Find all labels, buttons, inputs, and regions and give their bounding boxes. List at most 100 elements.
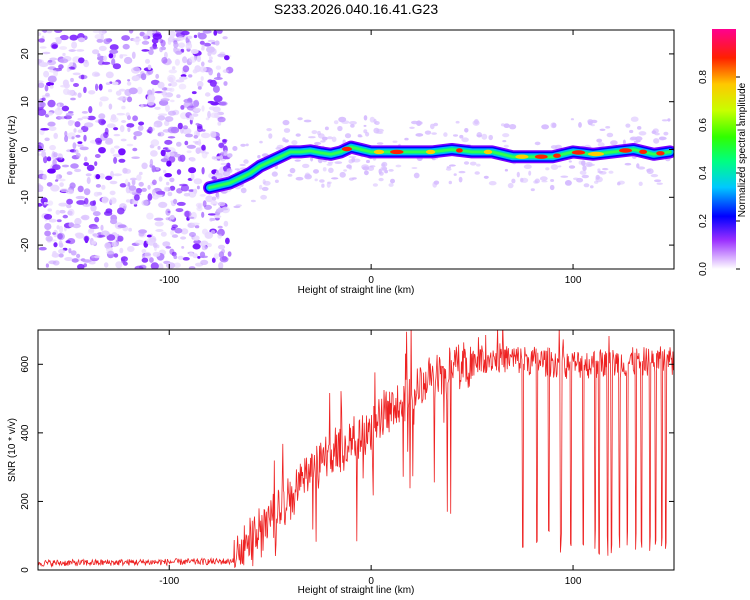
noise-blob <box>150 262 159 269</box>
noise-blob <box>105 137 113 144</box>
noise-blob <box>110 147 115 154</box>
noise-blob <box>55 209 60 215</box>
noise-blob <box>58 253 64 258</box>
noise-blob <box>73 149 79 154</box>
noise-blob <box>48 218 57 223</box>
noise-blob <box>165 246 172 249</box>
ridge-halo <box>564 180 572 186</box>
noise-blob <box>68 120 75 124</box>
noise-blob <box>161 57 168 64</box>
noise-blob <box>41 151 47 158</box>
noise-blob <box>180 228 189 235</box>
ridge-halo <box>274 179 279 183</box>
noise-blob <box>121 120 127 123</box>
noise-blob <box>110 170 114 178</box>
noise-blob <box>98 101 103 107</box>
noise-blob <box>99 96 109 102</box>
noise-blob <box>83 235 90 242</box>
noise-blob <box>217 53 227 58</box>
noise-blob <box>157 145 161 150</box>
noise-blob <box>173 198 178 205</box>
noise-blob <box>135 239 145 246</box>
ridge-halo <box>362 166 370 171</box>
noise-blob <box>73 128 77 133</box>
noise-blob <box>46 156 52 162</box>
ridge-halo <box>349 121 357 125</box>
noise-blob <box>201 211 205 218</box>
noise-blob <box>207 59 213 63</box>
noise-blob <box>123 261 128 266</box>
noise-blob <box>126 143 134 147</box>
noise-blob <box>103 131 109 139</box>
ridge-peak <box>571 150 586 155</box>
noise-blob <box>171 224 178 229</box>
ridge-halo <box>448 180 452 185</box>
noise-blob <box>113 173 122 177</box>
noise-blob <box>70 97 76 101</box>
noise-blob <box>141 49 150 52</box>
noise-blob <box>170 99 175 103</box>
noise-blob <box>53 229 58 238</box>
ridge-halo <box>583 183 590 188</box>
noise-blob <box>182 65 190 73</box>
ridge-halo <box>303 119 312 123</box>
noise-blob <box>160 149 166 157</box>
noise-blob <box>149 46 158 50</box>
ridge-halo <box>287 173 293 177</box>
noise-blob <box>92 30 103 34</box>
noise-blob <box>53 242 58 248</box>
noise-blob <box>43 201 48 205</box>
noise-blob <box>164 149 171 153</box>
ridge-halo <box>550 164 559 170</box>
ridge-halo <box>656 182 663 185</box>
noise-blob <box>62 214 68 219</box>
noise-blob <box>109 44 119 51</box>
ridge-halo <box>282 119 290 126</box>
noise-blob <box>165 104 170 112</box>
noise-blob <box>167 126 177 134</box>
noise-blob <box>108 53 114 59</box>
noise-blob <box>82 203 91 207</box>
colorbar-tick-label: 0.4 <box>698 166 709 180</box>
noise-blob <box>95 184 101 188</box>
ridge-halo <box>658 136 667 141</box>
noise-blob <box>104 242 111 249</box>
snr-panel: -100 0 100 0 200 400 600 Height of straight li… <box>7 329 675 596</box>
noise-blob <box>39 62 49 68</box>
noise-blob <box>165 262 176 269</box>
noise-blob <box>119 183 127 188</box>
ridge-halo <box>469 161 477 166</box>
noise-blob <box>97 53 101 58</box>
ridge-halo <box>341 120 350 124</box>
noise-blob <box>175 50 183 55</box>
ridge-halo <box>328 167 334 173</box>
ridge-halo <box>411 120 419 125</box>
noise-blob <box>160 98 170 102</box>
noise-blob <box>207 51 212 57</box>
y-tick-label: 0 <box>20 567 31 573</box>
noise-blob <box>93 255 101 259</box>
noise-blob <box>217 121 222 126</box>
ridge-halo <box>458 170 466 174</box>
noise-blob <box>41 97 46 102</box>
colorbar-tick-label: 0.0 <box>698 262 709 276</box>
noise-blob <box>193 134 199 139</box>
ridge-halo <box>319 179 325 183</box>
ridge-halo <box>404 137 409 141</box>
ridge-halo <box>268 133 273 139</box>
ridge-halo <box>503 144 509 148</box>
ridge-halo <box>381 163 386 167</box>
noise-blob <box>222 138 228 143</box>
noise-blob <box>83 188 91 196</box>
noise-blob <box>63 83 70 89</box>
noise-blob <box>109 49 119 54</box>
noise-blob <box>188 189 195 192</box>
ridge-halo <box>314 178 318 182</box>
noise-blob <box>194 225 200 229</box>
noise-blob <box>174 30 183 34</box>
ridge-halo <box>610 140 618 146</box>
x-tick-label: 0 <box>368 576 374 587</box>
ridge-halo <box>528 170 532 176</box>
